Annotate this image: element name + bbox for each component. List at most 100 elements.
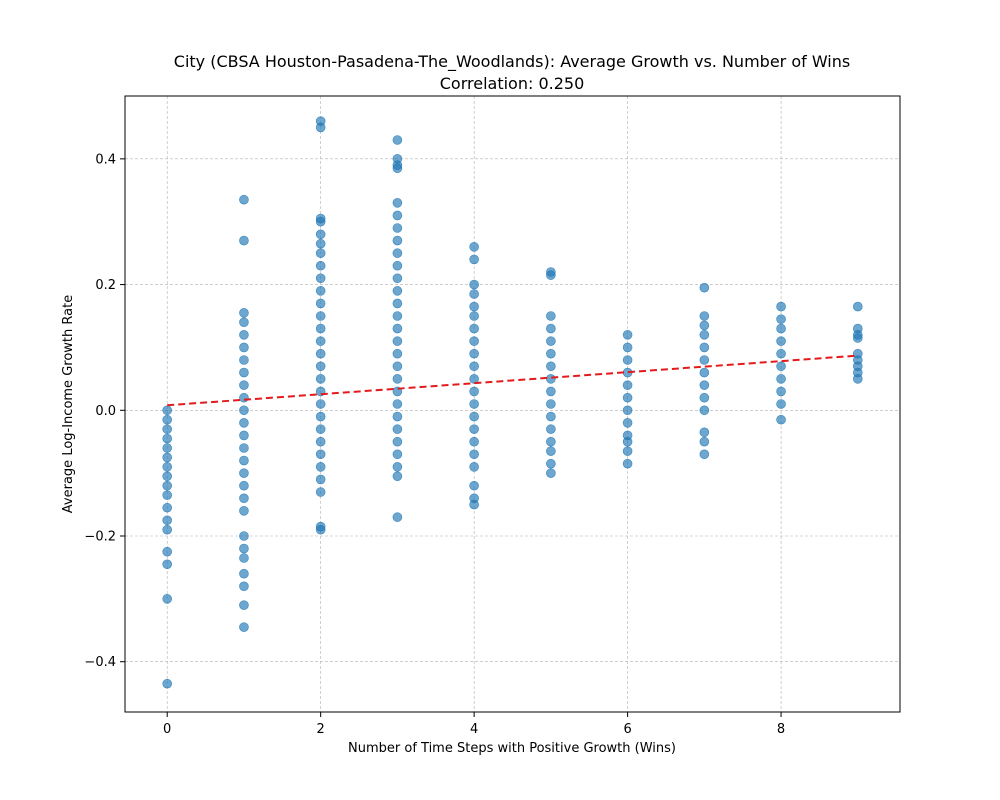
data-point: [239, 380, 249, 390]
data-point: [315, 260, 326, 271]
data-point: [546, 323, 556, 334]
data-point: [239, 455, 249, 466]
data-point: [392, 449, 403, 460]
data-point: [315, 229, 326, 240]
y-tick-label: 0.4: [95, 152, 116, 167]
data-point: [546, 386, 556, 397]
data-point: [546, 424, 556, 434]
data-point: [315, 424, 326, 434]
data-point: [162, 433, 173, 444]
data-point: [776, 348, 786, 359]
data-point: [546, 436, 556, 447]
data-point: [315, 238, 326, 249]
data-point: [239, 600, 249, 610]
data-point: [239, 543, 249, 554]
data-point: [622, 392, 633, 403]
data-point: [699, 367, 710, 378]
data-point: [239, 194, 249, 205]
data-point: [622, 330, 633, 340]
data-point: [469, 242, 479, 252]
data-point: [315, 286, 326, 296]
data-point: [239, 392, 249, 403]
data-point: [239, 418, 249, 428]
data-point: [315, 216, 326, 227]
data-point: [392, 298, 403, 309]
data-point: [162, 546, 173, 557]
x-tick-label: 2: [317, 722, 325, 737]
x-tick-label: 6: [623, 722, 631, 737]
data-point: [315, 248, 326, 258]
data-point: [315, 361, 326, 372]
data-point: [546, 399, 556, 409]
data-point: [469, 499, 479, 510]
data-point: [622, 436, 633, 447]
data-point: [469, 399, 479, 409]
data-point: [469, 480, 479, 491]
data-point: [699, 330, 710, 340]
data-point: [315, 311, 326, 321]
data-point: [776, 386, 786, 397]
data-point: [239, 468, 249, 478]
data-point: [239, 443, 249, 453]
data-point: [469, 254, 479, 265]
data-point: [699, 342, 710, 353]
data-point: [392, 411, 403, 422]
data-point: [469, 424, 479, 434]
data-point: [469, 361, 479, 372]
plot-frame: [124, 95, 901, 713]
data-point: [469, 462, 479, 472]
data-point: [392, 198, 403, 208]
scatter-points: [162, 116, 863, 689]
data-point: [699, 436, 710, 447]
data-point: [239, 493, 249, 504]
data-point: [546, 311, 556, 321]
data-point: [392, 424, 403, 434]
data-point: [315, 336, 326, 346]
x-axis-label: Number of Time Steps with Positive Growt…: [348, 741, 676, 756]
data-point: [469, 279, 479, 290]
data-point: [392, 471, 403, 482]
data-point: [469, 386, 479, 397]
data-point: [699, 405, 710, 416]
data-point: [469, 336, 479, 346]
data-point: [469, 348, 479, 359]
data-point: [392, 235, 403, 246]
y-axis-ticks: −0.4 −0.2 0.0 0.2 0.4: [84, 152, 125, 670]
data-point: [852, 374, 863, 384]
data-point: [162, 452, 173, 463]
data-point: [239, 480, 249, 491]
data-point: [315, 524, 326, 535]
data-point: [776, 336, 786, 346]
data-point: [392, 436, 403, 447]
data-point: [622, 355, 633, 365]
data-point: [162, 490, 173, 500]
data-point: [469, 449, 479, 460]
x-tick-label: 4: [470, 722, 478, 737]
data-point: [162, 515, 173, 526]
data-point: [392, 374, 403, 384]
data-point: [239, 405, 249, 416]
data-point: [162, 443, 173, 453]
data-point: [776, 301, 786, 312]
data-point: [315, 449, 326, 460]
data-point: [469, 436, 479, 447]
data-point: [239, 568, 249, 579]
data-point: [546, 374, 556, 384]
data-point: [315, 487, 326, 497]
data-point: [392, 512, 403, 522]
data-point: [546, 270, 556, 280]
data-point: [392, 286, 403, 296]
y-tick-label: −0.2: [84, 530, 116, 545]
chart-subtitle: Correlation: 0.250: [440, 74, 585, 93]
x-tick-label: 0: [163, 722, 171, 737]
data-point: [162, 424, 173, 434]
data-point: [392, 248, 403, 258]
x-axis-ticks: 0 2 4 6 8: [163, 712, 785, 737]
data-point: [315, 474, 326, 485]
data-point: [622, 405, 633, 416]
data-point: [469, 411, 479, 422]
data-point: [315, 273, 326, 284]
data-point: [162, 678, 173, 689]
data-point: [162, 524, 173, 535]
